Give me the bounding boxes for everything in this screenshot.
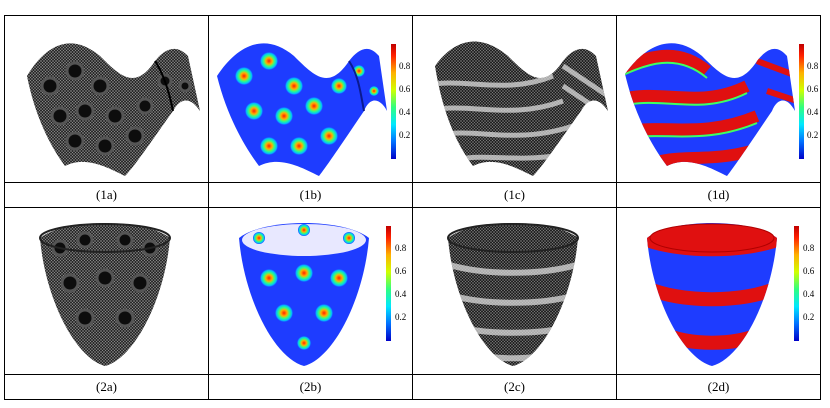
svg-text:0.4: 0.4 [395,289,407,299]
saddle-mesh-stripes [435,41,608,176]
svg-text:0.2: 0.2 [803,312,814,322]
bowl-color-spots: 0.8 0.6 0.4 0.2 [239,223,407,366]
caption-2d: (2d) [616,374,821,400]
bowl-mesh-stripes [447,223,579,366]
caption-row-1: (1a) (1b) (1c) (1d) [4,182,821,208]
colorbar-2b: 0.8 0.6 0.4 0.2 [386,226,407,341]
svg-text:0.8: 0.8 [399,61,411,71]
caption-2c: (2c) [412,374,617,400]
svg-text:0.4: 0.4 [807,107,819,117]
caption-1c: (1c) [412,182,617,208]
svg-text:0.4: 0.4 [399,107,411,117]
bowl-mesh-spots [39,223,171,366]
panel-1c-image [412,15,617,183]
svg-text:0.8: 0.8 [803,243,815,253]
saddle-mesh-spots [27,43,200,176]
panel-2d-image: 0.8 0.6 0.4 0.2 [616,207,821,375]
bowl-color-stripes: 0.8 0.6 0.4 0.2 [647,223,815,366]
panel-2b-image: 0.8 0.6 0.4 0.2 [208,207,413,375]
panel-1a-image [4,15,209,183]
caption-1a: (1a) [4,182,209,208]
image-row-2: 0.8 0.6 0.4 0.2 [4,207,821,375]
svg-text:0.6: 0.6 [807,84,819,94]
saddle-color-stripes: 0.8 0.6 0.4 0.2 [625,43,819,176]
panel-1d-image: 0.8 0.6 0.4 0.2 [616,15,821,183]
svg-text:0.2: 0.2 [395,312,406,322]
caption-row-2: (2a) (2b) (2c) (2d) [4,374,821,400]
svg-text:0.2: 0.2 [399,130,410,140]
svg-text:0.4: 0.4 [803,289,815,299]
svg-text:0.6: 0.6 [803,266,815,276]
panel-table: 0.8 0.6 0.4 0.2 [4,15,821,400]
caption-1b: (1b) [208,182,413,208]
caption-2b: (2b) [208,374,413,400]
svg-text:0.6: 0.6 [399,84,411,94]
panel-2c-image [412,207,617,375]
colorbar-2d: 0.8 0.6 0.4 0.2 [794,226,815,341]
svg-text:0.6: 0.6 [395,266,407,276]
caption-2a: (2a) [4,374,209,400]
image-row-1: 0.8 0.6 0.4 0.2 [4,15,821,183]
panel-2a-image [4,207,209,375]
colorbar-1b: 0.8 0.6 0.4 0.2 [391,44,411,159]
saddle-color-spots: 0.8 0.6 0.4 0.2 [217,43,411,176]
colorbar-1d: 0.8 0.6 0.4 0.2 [799,44,819,159]
svg-text:0.8: 0.8 [807,61,819,71]
panel-1b-image: 0.8 0.6 0.4 0.2 [208,15,413,183]
svg-text:0.8: 0.8 [395,243,407,253]
svg-text:0.2: 0.2 [807,130,818,140]
caption-1d: (1d) [616,182,821,208]
